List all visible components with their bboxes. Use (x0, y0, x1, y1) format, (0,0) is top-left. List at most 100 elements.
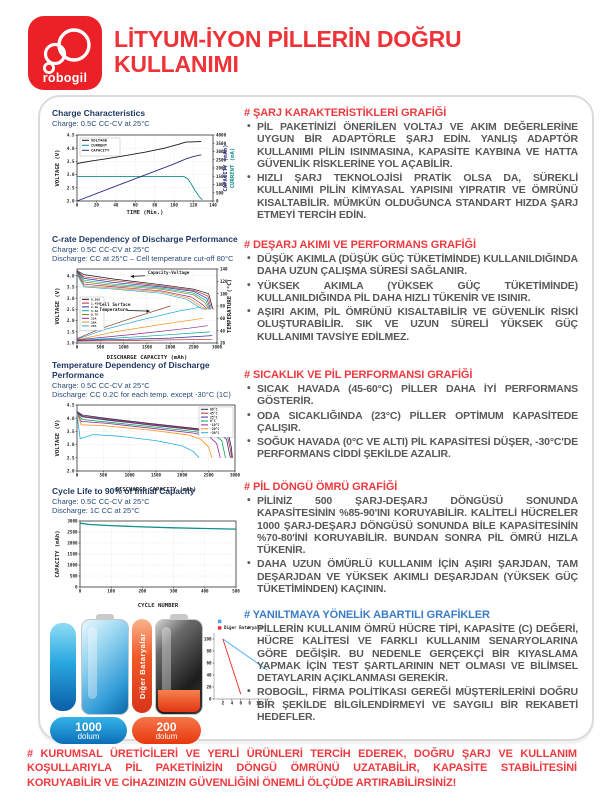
svg-text:0: 0 (216, 198, 219, 203)
svg-text:0: 0 (79, 588, 82, 593)
svg-text:1000: 1000 (119, 344, 130, 349)
red-capacity-bar: Diğer Bataryalar (132, 619, 152, 713)
footer-note: # KURUMSAL ÜRETİCİLERİ VE YERLİ ÜRÜNLERİ… (27, 748, 577, 789)
svg-text:200: 200 (139, 588, 147, 593)
svg-text:2500: 2500 (189, 344, 200, 349)
svg-text:-10°C: -10°C (210, 423, 219, 427)
chart-canvas-charge: 0 20 40 60 80 100 120 140 2.0 2.5 3.0 3.5 4.0 4.5 0 500… (52, 130, 257, 221)
bullet-item: HIZLI ŞARJ TEKNOLOJİSİ PRATİK OLSA DA, S… (247, 171, 578, 221)
svg-text:VOLTAGE (V): VOLTAGE (V) (55, 287, 61, 324)
svg-text:40: 40 (206, 673, 212, 678)
other-batteries-bar-label: Diğer Bataryalar (137, 633, 147, 699)
robogil-logo-icon: robogil (43, 28, 91, 85)
svg-text:100: 100 (170, 202, 178, 207)
svg-text:3000: 3000 (212, 344, 223, 349)
svg-text:0: 0 (76, 202, 79, 207)
svg-text:1.5: 1.5 (67, 329, 75, 334)
chart-canvas-cycle-life: 0 100 200 300 400 500 0 500 1000 1500 2000 2500 3000… (52, 517, 257, 614)
svg-text:80: 80 (220, 303, 226, 308)
bullet-item: DÜŞÜK AKIMLA (DÜŞÜK GÜÇ TÜKETİMİNDE) KUL… (247, 252, 578, 278)
svg-text:2.0: 2.0 (67, 318, 75, 323)
svg-text:CAPACITY (mAh): CAPACITY (mAh) (223, 144, 229, 191)
bullet-item: AŞIRI AKIM, PİL ÖMRÜNÜ KISALTABİLİR VE G… (247, 305, 578, 343)
svg-text:8: 8 (248, 701, 251, 706)
svg-text:1500: 1500 (67, 551, 78, 556)
svg-text:0.58A: 0.58A (91, 297, 100, 301)
chart-subtitle: Discharge: 1C CC at 25°C (52, 505, 140, 515)
battery-low-charge-fill (158, 690, 200, 712)
chart-title: Cycle Life to 90% of Initial Capacity (52, 486, 195, 496)
svg-text:4.5: 4.5 (67, 132, 75, 137)
bullet-list: SICAK HAVADA (45-60°C) PİLLER DAHA İYİ P… (244, 382, 578, 461)
bullet-item: SOĞUK HAVADA (0°C VE ALTI) PİL KAPASİTES… (247, 435, 578, 461)
main-card: Charge Characteristics Charge: 0.5C CC-C… (38, 95, 594, 744)
svg-text:40: 40 (220, 328, 226, 333)
svg-text:1000: 1000 (216, 182, 227, 187)
bullet-list: PİL PAKETİNİZİ ÖNERİLEN VOLTAJ VE AKIM D… (244, 120, 578, 221)
svg-text:-30°C: -30°C (210, 430, 219, 434)
dark-battery-icon (155, 619, 203, 715)
svg-text:4.0: 4.0 (67, 146, 75, 151)
svg-text:20A: 20A (91, 320, 97, 324)
svg-text:3.0: 3.0 (67, 296, 75, 301)
robogil-logo: robogil (28, 16, 102, 90)
svg-text:3000: 3000 (230, 472, 241, 477)
bullet-list: PİLLERİN KULLANIM ÖMRÜ HÜCRE TİPİ, KAPAS… (244, 622, 578, 723)
svg-text:40: 40 (113, 202, 119, 207)
svg-text:3000: 3000 (216, 149, 227, 154)
svg-text:500: 500 (70, 573, 78, 578)
svg-text:20: 20 (220, 340, 226, 345)
blue-capacity-bar (50, 623, 76, 711)
svg-text:500: 500 (97, 344, 105, 349)
svg-text:0: 0 (76, 344, 79, 349)
svg-text:2500: 2500 (216, 157, 227, 162)
bullet-item: PİLLERİN KULLANIM ÖMRÜ HÜCRE TİPİ, KAPAS… (247, 622, 578, 684)
svg-text:3000: 3000 (67, 518, 78, 523)
bullet-list: DÜŞÜK AKIMLA (DÜŞÜK GÜÇ TÜKETİMİNDE) KUL… (244, 252, 578, 343)
svg-text:8.7A: 8.7A (91, 312, 98, 316)
svg-text:Diğer Bataryalar: Diğer Bataryalar (224, 625, 265, 630)
svg-text:TEMPERATURE (°C): TEMPERATURE (°C) (227, 279, 233, 333)
chart-block-charge: Charge Characteristics Charge: 0.5C CC-C… (52, 108, 257, 221)
svg-text:0: 0 (209, 697, 212, 702)
svg-text:2500: 2500 (67, 529, 78, 534)
cycles-unit: dolum (155, 731, 178, 741)
bullet-item: ROBOGİL, FİRMA POLİTİKASI GEREĞİ MÜŞTERİ… (247, 685, 578, 723)
svg-text:25°C: 25°C (210, 415, 218, 419)
section-heading: # YANILTMAYA YÖNELİK ABARTILI GRAFİKLER (244, 609, 490, 621)
svg-text:1000: 1000 (67, 562, 78, 567)
svg-text:3.0: 3.0 (67, 172, 75, 177)
svg-text:500: 500 (232, 588, 240, 593)
section-temperature-performance: # SICAKLIK VE PİL PERFORMANSI GRAFİĞİ SI… (244, 369, 578, 463)
svg-text:2.9A: 2.9A (91, 305, 98, 309)
bullet-item: PİLİNİZ 500 ŞARJ-DEŞARJ DÖNGÜSÜ SONUNDA … (247, 494, 578, 556)
chart-subtitle: Charge: 0.5C CC-CV at 25°C (52, 496, 150, 506)
svg-text:2.5: 2.5 (67, 455, 75, 460)
svg-text:CAPACITY: CAPACITY (91, 147, 110, 152)
page-title-line2: KULLANIMI (114, 51, 239, 78)
svg-text:120: 120 (190, 202, 198, 207)
svg-text:0: 0 (75, 584, 78, 589)
chart-subtitle: Charge: 0.5C CC-CV at 25°C (52, 380, 150, 390)
svg-text:60: 60 (220, 316, 226, 321)
svg-text:2.5: 2.5 (67, 185, 75, 190)
svg-text:1500: 1500 (151, 472, 162, 477)
svg-text:45°C: 45°C (210, 411, 218, 415)
bullet-item: YÜKSEK AKIMLA (YÜKSEK GÜÇ TÜKETİMİNDE) K… (247, 279, 578, 305)
section-heading: # SICAKLIK VE PİL PERFORMANSI GRAFİĞİ (244, 369, 473, 381)
svg-text:1500: 1500 (142, 344, 153, 349)
svg-text:60: 60 (133, 202, 139, 207)
svg-text:4.0: 4.0 (67, 273, 75, 278)
chart-canvas-temperature: 0 500 1000 1500 2000 2500 3000 2.0 2.5 3.0 3.5 4.0 4… (52, 401, 257, 498)
svg-text:CURRENT: CURRENT (91, 142, 108, 147)
svg-text:1.45A: 1.45A (91, 301, 100, 305)
svg-text:2000: 2000 (216, 165, 227, 170)
svg-text:Temperature: Temperature (99, 307, 128, 313)
svg-text:4000: 4000 (216, 132, 227, 137)
bullet-item: PİL PAKETİNİZİ ÖNERİLEN VOLTAJ VE AKIM D… (247, 120, 578, 170)
svg-text:Cell Surface: Cell Surface (99, 302, 130, 308)
bullet-list: PİLİNİZ 500 ŞARJ-DEŞARJ DÖNGÜSÜ SONUNDA … (244, 494, 578, 595)
svg-text:2500: 2500 (204, 472, 215, 477)
chart-block-cycle-life: Cycle Life to 90% of Initial Capacity Ch… (52, 486, 257, 614)
